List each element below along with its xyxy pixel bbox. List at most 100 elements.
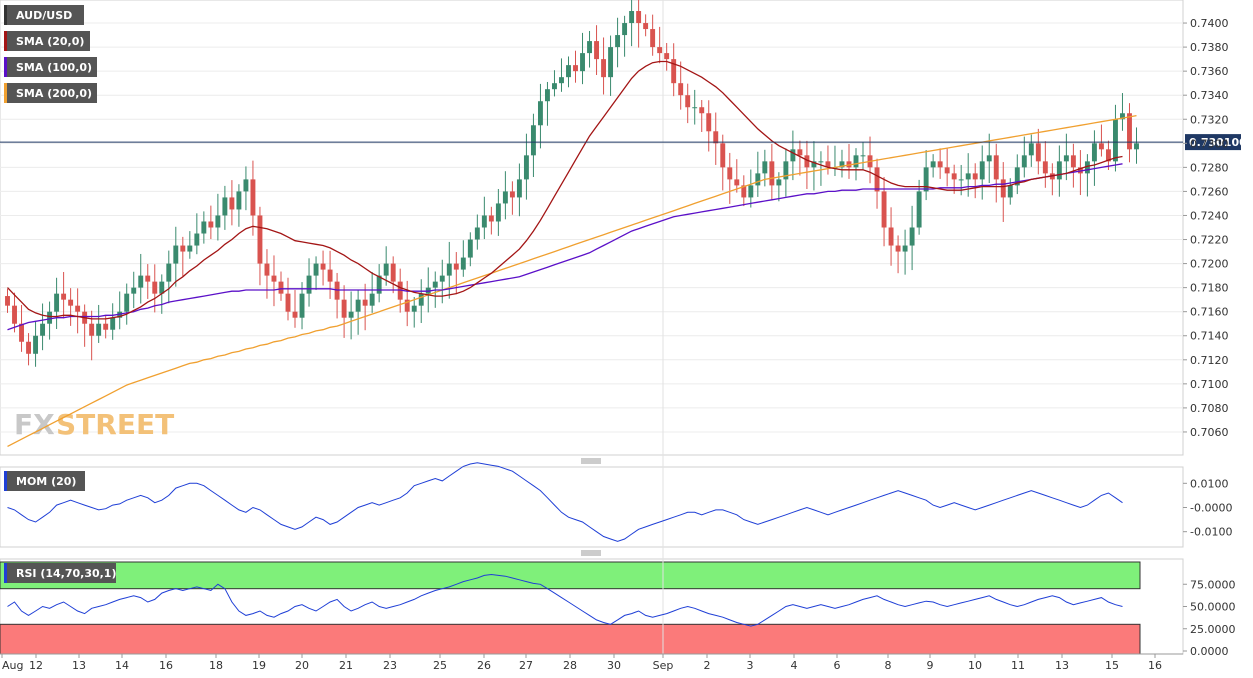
momentum-line bbox=[7, 462, 1123, 542]
rsi-line bbox=[7, 573, 1123, 627]
candle-body bbox=[734, 179, 740, 186]
candle-body bbox=[495, 203, 501, 222]
time-tick-label: 11 bbox=[1011, 659, 1025, 672]
candle-body bbox=[839, 161, 845, 168]
candle-body bbox=[418, 293, 424, 306]
candle bbox=[1056, 145, 1062, 197]
candle bbox=[951, 164, 957, 194]
candle bbox=[811, 141, 817, 191]
candle-body bbox=[75, 305, 81, 312]
time-tick-label: 10 bbox=[968, 659, 982, 672]
candle bbox=[96, 304, 102, 343]
candle bbox=[930, 154, 936, 178]
candle-body bbox=[818, 161, 824, 163]
candle bbox=[993, 143, 999, 203]
candle-body bbox=[166, 263, 172, 282]
candle-body bbox=[811, 161, 817, 168]
time-tick-label: 6 bbox=[834, 659, 841, 672]
candle bbox=[818, 151, 824, 186]
candle-body bbox=[306, 275, 312, 294]
candle-body bbox=[278, 281, 284, 294]
candle bbox=[636, 0, 642, 48]
candle-body bbox=[537, 101, 543, 126]
time-tick-label: 4 bbox=[791, 659, 798, 672]
price-tick-label: 0.7240 bbox=[1190, 209, 1229, 222]
legend-item[interactable]: SMA (20,0) bbox=[4, 31, 90, 51]
legend-item-bg bbox=[4, 57, 97, 77]
candle-body bbox=[327, 269, 333, 282]
legend-item-label: SMA (200,0) bbox=[16, 87, 92, 100]
candle bbox=[145, 264, 151, 299]
mom-tick-label: -0.0000 bbox=[1190, 502, 1232, 515]
candle-body bbox=[33, 335, 39, 354]
candle bbox=[26, 333, 31, 366]
candle bbox=[1063, 133, 1069, 181]
candle-body bbox=[467, 239, 473, 258]
time-tick-label: 16 bbox=[159, 659, 173, 672]
candle-body bbox=[1084, 161, 1090, 174]
legend-item[interactable]: SMA (100,0) bbox=[4, 57, 97, 77]
candle-body bbox=[530, 125, 536, 156]
candle-body bbox=[138, 275, 144, 288]
mom-legend[interactable]: MOM (20) bbox=[4, 471, 85, 491]
candle-body bbox=[411, 305, 417, 312]
candle-body bbox=[1091, 143, 1097, 162]
mom-panel-bg bbox=[0, 466, 1184, 548]
candle bbox=[902, 229, 908, 275]
sma-lines bbox=[7, 60, 1137, 447]
candle-body bbox=[54, 293, 60, 312]
candle bbox=[979, 145, 985, 200]
candle bbox=[797, 140, 803, 176]
candle-body bbox=[671, 59, 677, 84]
candle bbox=[299, 282, 305, 330]
candle-body bbox=[895, 245, 901, 252]
splitter-handle-1[interactable] bbox=[581, 458, 601, 464]
candle-body bbox=[748, 185, 754, 198]
legend-item[interactable]: AUD/USD bbox=[4, 5, 84, 25]
candle-body bbox=[299, 293, 305, 318]
candle bbox=[124, 283, 130, 325]
candle bbox=[222, 185, 228, 230]
candle-body bbox=[12, 305, 17, 324]
candle bbox=[790, 130, 796, 181]
candle-body bbox=[1021, 155, 1027, 168]
candle bbox=[110, 303, 116, 340]
candle-body bbox=[47, 311, 53, 324]
time-tick-label: 21 bbox=[339, 659, 353, 672]
candle-body bbox=[965, 173, 971, 180]
legend-item[interactable]: SMA (200,0) bbox=[4, 83, 97, 103]
momentum-series bbox=[7, 462, 1123, 542]
candle-body bbox=[313, 263, 319, 276]
time-tick-label: 27 bbox=[519, 659, 533, 672]
candle bbox=[327, 250, 333, 299]
candle-body bbox=[159, 281, 165, 294]
time-tick-label: Sep bbox=[653, 659, 674, 672]
candle-body bbox=[355, 299, 361, 312]
candle-body bbox=[243, 179, 249, 192]
price-tick-label: 0.7320 bbox=[1190, 113, 1229, 126]
candle-body bbox=[460, 257, 466, 270]
candle bbox=[1021, 136, 1027, 178]
candle bbox=[250, 160, 256, 236]
candle bbox=[348, 291, 354, 340]
candle bbox=[643, 14, 649, 37]
candle-body bbox=[432, 281, 438, 288]
candle bbox=[187, 231, 193, 259]
candle-body bbox=[1000, 179, 1006, 198]
candle bbox=[341, 285, 347, 338]
rsi-legend[interactable]: RSI (14,70,30,1) bbox=[4, 563, 116, 583]
candle bbox=[404, 280, 410, 327]
time-tick-label: 16 bbox=[1148, 659, 1162, 672]
splitter-handle-2[interactable] bbox=[581, 550, 601, 556]
legend-item-bg bbox=[4, 83, 97, 103]
candle bbox=[138, 253, 144, 304]
candle bbox=[650, 14, 656, 56]
candle bbox=[1113, 104, 1118, 172]
candle-body bbox=[26, 341, 31, 354]
candle bbox=[313, 256, 319, 291]
candle bbox=[411, 297, 417, 328]
candle-body bbox=[292, 311, 298, 318]
candle bbox=[720, 134, 726, 191]
candle bbox=[580, 32, 585, 85]
candle-body bbox=[341, 299, 347, 318]
